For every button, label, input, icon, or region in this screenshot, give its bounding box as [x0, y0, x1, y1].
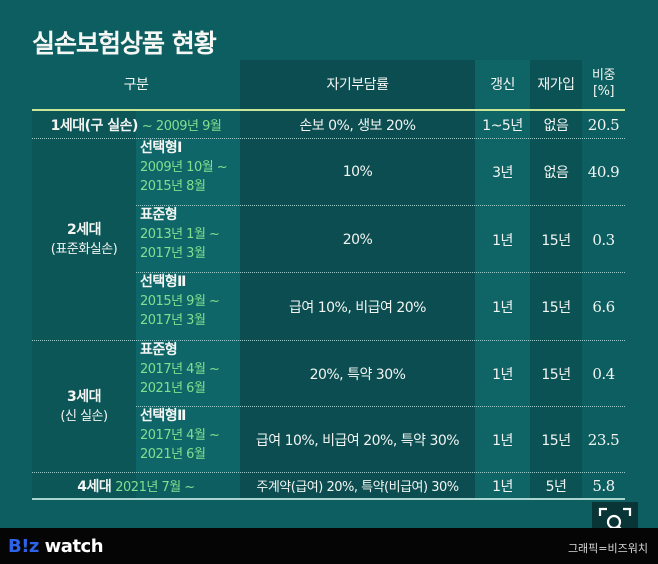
col-bg-rejoin [530, 60, 582, 498]
gen4-rejoin: 5년 [545, 478, 567, 495]
subtype-date-end: 2021년 6월 [140, 447, 206, 462]
header-self-pay: 자기부담률 [326, 77, 389, 93]
renewal: 3년 [492, 165, 513, 181]
row-divider [136, 406, 625, 407]
gen1-period: ~ 2009년 9월 [141, 119, 222, 134]
self-pay: 급여 10%, 비급여 20%, 특약 30% [255, 432, 460, 449]
renewal: 1년 [492, 232, 513, 249]
gen4-name: 4세대 [77, 478, 112, 495]
gen3-subtype-2: 선택형Ⅱ 2017년 4월 ~ 2021년 6월 [136, 407, 240, 472]
graphic-credit: 그래픽=비즈워치 [567, 542, 648, 555]
rejoin: 15년 [541, 432, 571, 449]
gen1-name: 1세대(구 실손) [50, 117, 139, 134]
renewal: 1년 [492, 366, 513, 383]
subtype-date-end: 2015년 8월 [140, 179, 206, 194]
table-row: 1세대(구 실손) ~ 2009년 9월 손보 0%, 생보 20% 1~5년 … [32, 111, 625, 138]
subtype-name: 선택형Ⅱ [140, 408, 186, 424]
table-row: 선택형Ⅰ 2009년 10월 ~ 2015년 8월 10% 3년 없음 40.9 [136, 139, 625, 205]
gen1-self-pay: 손보 0%, 생보 20% [299, 117, 416, 134]
table-row: 선택형Ⅱ 2015년 9월 ~ 2017년 3월 급여 10%, 비급여 20%… [136, 273, 625, 340]
gen3-label: 3세대 (신 실손) [32, 341, 136, 472]
rejoin: 없음 [543, 165, 569, 181]
row-divider [32, 340, 625, 341]
gen3-name: 3세대 [66, 388, 102, 405]
subtype-name: 표준형 [140, 342, 178, 358]
gen4-label: 4세대 2021년 7월 ~ [32, 473, 240, 498]
subtype-name: 선택형Ⅱ [140, 274, 186, 290]
row-divider [136, 205, 625, 206]
gen1-label: 1세대(구 실손) ~ 2009년 9월 [32, 111, 240, 138]
self-pay: 10% [342, 164, 373, 180]
row-divider [32, 138, 625, 139]
share: 0.3 [592, 230, 615, 249]
col-bg-subtype [136, 138, 240, 472]
gen2-label: 2세대 (표준화실손) [32, 139, 136, 340]
share: 40.9 [587, 163, 620, 181]
table-row: 표준형 2017년 4월 ~ 2021년 6월 20%, 특약 30% 1년 1… [136, 341, 625, 406]
rejoin: 15년 [541, 299, 571, 316]
subtype-date-start: 2015년 9월 ~ [140, 294, 220, 309]
gen2-subname: (표준화실손) [50, 241, 118, 257]
gen2-subtype-3: 선택형Ⅱ 2015년 9월 ~ 2017년 3월 [136, 273, 240, 340]
bizwatch-logo: B!z watch [8, 536, 104, 557]
footer-bar: B!z watch 그래픽=비즈워치 [0, 528, 658, 564]
gen1-renewal: 1~5년 [482, 117, 523, 134]
self-pay: 20%, 특약 30% [309, 366, 406, 383]
table-row: 선택형Ⅱ 2017년 4월 ~ 2021년 6월 급여 10%, 비급여 20%… [136, 407, 625, 472]
subtype-date-start: 2017년 4월 ~ [140, 362, 220, 377]
share: 6.6 [592, 297, 615, 316]
table-bottom-line [32, 498, 625, 500]
subtype-date-start: 2009년 10월 ~ [140, 160, 228, 175]
header-rejoin: 재가입 [537, 77, 575, 93]
gen1-rejoin: 없음 [543, 117, 569, 134]
gen1-share: 20.5 [587, 115, 620, 134]
gen4-self-pay: 주계약(급여) 20%, 특약(비급여) 30% [256, 480, 459, 495]
page-title: 실손보험상품 현황 [32, 29, 217, 58]
subtype-date-end: 2021년 6월 [140, 381, 206, 396]
rejoin: 15년 [541, 366, 571, 383]
header-share-label: 비중 [592, 68, 615, 83]
header-share: 비중 [%] [582, 60, 625, 108]
subtype-date-end: 2017년 3월 [140, 246, 206, 261]
gen3-subtype-1: 표준형 2017년 4월 ~ 2021년 6월 [136, 341, 240, 406]
table-row: 4세대 2021년 7월 ~ 주계약(급여) 20%, 특약(비급여) 30% … [32, 473, 625, 498]
subtype-name: 선택형Ⅰ [140, 140, 182, 156]
gen2-subtype-2: 표준형 2013년 1월 ~ 2017년 3월 [136, 206, 240, 273]
col-bg-share [582, 60, 625, 498]
gen2-name: 2세대 [66, 221, 102, 238]
col-bg-self-pay [240, 60, 475, 498]
rejoin: 15년 [541, 232, 571, 249]
gen3-subname: (신 실손) [60, 408, 108, 424]
gen4-period: 2021년 7월 ~ [115, 480, 195, 495]
row-divider [136, 272, 625, 273]
gen4-share: 5.8 [592, 476, 615, 495]
header-divider [32, 109, 625, 111]
renewal: 1년 [492, 432, 513, 449]
subtype-date-start: 2013년 1월 ~ [140, 227, 220, 242]
table-row: 표준형 2013년 1월 ~ 2017년 3월 20% 1년 15년 0.3 [136, 206, 625, 273]
col-bg-group [32, 110, 136, 498]
gen4-renewal: 1년 [492, 478, 513, 495]
header-renewal: 갱신 [490, 77, 515, 93]
renewal: 1년 [492, 299, 513, 316]
share: 0.4 [592, 364, 615, 383]
logo-biz: B!z [8, 536, 39, 557]
subtype-name: 표준형 [140, 207, 178, 223]
table-header: 구분 자기부담률 갱신 재가입 비중 [%] [32, 60, 625, 108]
row-divider [32, 472, 625, 473]
header-share-unit: [%] [593, 84, 615, 99]
subtype-date-end: 2017년 3월 [140, 313, 206, 328]
share: 23.5 [587, 430, 620, 449]
header-category: 구분 [123, 77, 149, 93]
logo-watch: watch [38, 536, 104, 557]
self-pay: 급여 10%, 비급여 20% [289, 299, 426, 316]
col-bg-renewal [475, 60, 530, 498]
subtype-date-start: 2017년 4월 ~ [140, 428, 220, 443]
self-pay: 20% [342, 231, 373, 248]
gen2-subtype-1: 선택형Ⅰ 2009년 10월 ~ 2015년 8월 [136, 139, 240, 205]
